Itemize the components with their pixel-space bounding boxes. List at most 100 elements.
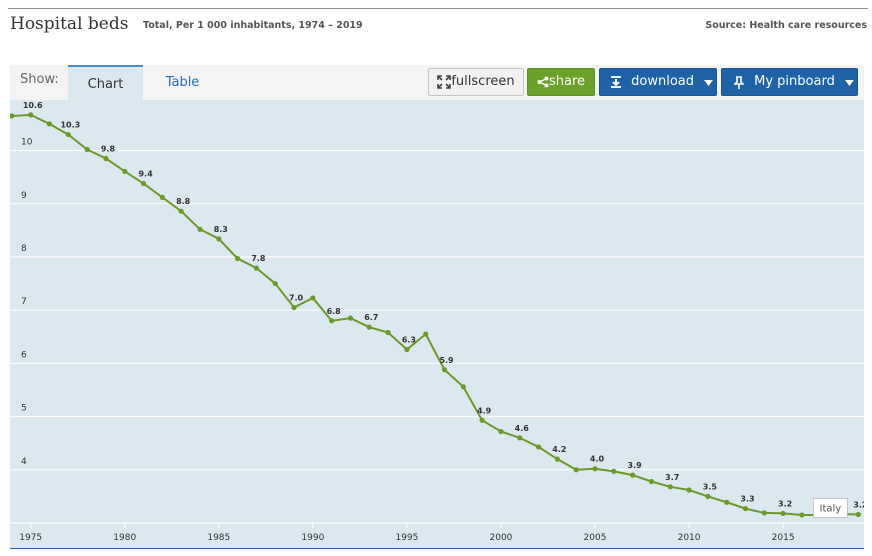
- share-button[interactable]: share: [527, 68, 595, 96]
- data-label: 3.2: [778, 499, 792, 508]
- data-label: 6.8: [327, 307, 342, 316]
- data-label: 8.3: [214, 225, 228, 234]
- data-label: 6.7: [364, 313, 378, 322]
- y-tick-label: 6: [21, 350, 27, 360]
- data-point: [235, 255, 241, 262]
- pinboard-button[interactable]: My pinboard: [721, 68, 858, 96]
- data-point: [460, 384, 466, 390]
- pinboard-label: My pinboard: [754, 74, 835, 89]
- x-tick-label: 1985: [207, 533, 230, 543]
- data-point: [554, 456, 560, 462]
- y-tick-label: 4: [21, 457, 27, 467]
- data-point: [9, 113, 15, 119]
- fullscreen-button[interactable]: fullscreen: [428, 68, 524, 96]
- caret-down-icon: [704, 79, 714, 86]
- data-point: [65, 131, 71, 138]
- data-point: [291, 304, 297, 311]
- data-point: [479, 417, 485, 423]
- data-point: [178, 208, 184, 214]
- data-point: [761, 510, 767, 516]
- data-point: [648, 478, 655, 485]
- x-tick-label: 1980: [113, 533, 136, 543]
- data-point: [517, 435, 523, 441]
- x-tick-label: 1990: [301, 533, 324, 543]
- data-label: 5.9: [439, 356, 454, 365]
- data-label: 3.5: [703, 482, 718, 491]
- data-label: 7.0: [289, 294, 304, 303]
- data-point: [385, 329, 391, 336]
- source-link[interactable]: Source: Health care resources: [705, 20, 867, 31]
- download-button[interactable]: download: [599, 68, 717, 96]
- line-chart[interactable]: 4 5 6 7 8 9 10 1975 1980 1985 1990 1995 2000 2005 2010…: [9, 100, 867, 548]
- data-point: [498, 428, 504, 435]
- data-point: [329, 318, 335, 324]
- fullscreen-label: fullscreen: [451, 74, 515, 89]
- data-point: [366, 324, 372, 330]
- chart-area: 4 5 6 7 8 9 10 1975 1980 1985 1990 1995 2000 2005 2010…: [9, 100, 867, 548]
- bottom-divider: [10, 548, 864, 549]
- data-point: [84, 146, 90, 153]
- data-label: 4.0: [590, 455, 605, 464]
- expand-icon: [437, 75, 452, 89]
- y-tick-label: 9: [21, 191, 27, 201]
- data-point: [404, 346, 410, 353]
- data-point: [253, 265, 260, 271]
- data-point: [592, 466, 598, 472]
- data-point: [103, 155, 109, 162]
- data-point: [28, 112, 34, 118]
- data-point: [724, 499, 730, 505]
- data-point: [272, 280, 278, 287]
- data-point: [159, 194, 165, 200]
- data-label: 3.9: [628, 461, 643, 470]
- chart-subtitle: Total, Per 1 000 inhabitants, 1974 – 201…: [143, 20, 363, 31]
- y-tick-label: 7: [21, 297, 27, 307]
- data-point: [780, 510, 786, 517]
- data-point: [122, 168, 128, 174]
- y-tick-label: 5: [21, 404, 27, 414]
- x-tick-label: 2000: [490, 533, 513, 543]
- data-label: 3.3: [740, 495, 754, 504]
- data-label: 10.6: [23, 101, 43, 110]
- data-point: [310, 295, 316, 301]
- tab-chart[interactable]: Chart: [68, 65, 143, 100]
- data-point: [573, 467, 579, 473]
- data-label: 3.2: [853, 500, 864, 509]
- data-label: 9.4: [138, 170, 153, 179]
- x-tick-label: 1975: [19, 533, 42, 543]
- data-point: [140, 180, 147, 187]
- tab-table[interactable]: Table: [165, 75, 200, 90]
- data-point: [611, 468, 617, 474]
- data-point: [630, 472, 636, 478]
- top-divider: [8, 8, 868, 9]
- data-point: [423, 331, 429, 337]
- data-label: 4.2: [552, 445, 566, 454]
- data-label: 9.8: [101, 145, 116, 154]
- data-point: [46, 121, 53, 127]
- data-point: [197, 226, 203, 232]
- data-point: [441, 367, 448, 373]
- data-point: [686, 487, 692, 493]
- y-tick-label: 10: [21, 138, 33, 148]
- x-tick-label: 1995: [395, 533, 418, 543]
- show-label: Show:: [20, 72, 59, 87]
- series-line-italy: [11, 113, 859, 517]
- x-tick-label: 2005: [584, 533, 607, 543]
- data-point: [742, 506, 749, 512]
- x-tick-label: 2015: [772, 533, 795, 543]
- page-title: Hospital beds: [10, 14, 129, 34]
- data-point: [799, 512, 805, 518]
- download-label: download: [631, 74, 695, 89]
- data-point: [667, 484, 673, 490]
- caret-down-icon: [844, 79, 854, 86]
- data-point: [705, 493, 711, 499]
- data-point: [216, 236, 222, 242]
- data-label: 4.6: [515, 424, 530, 433]
- series-label: Italy: [820, 503, 842, 514]
- data-label: 4.9: [477, 406, 492, 415]
- y-tick-label: 8: [21, 244, 27, 254]
- share-icon: [537, 76, 549, 88]
- data-point: [535, 444, 542, 450]
- data-point: [347, 315, 354, 321]
- chart-toolbar: Show: Chart Table fullscreen share downl…: [10, 65, 864, 100]
- share-label: share: [548, 74, 586, 89]
